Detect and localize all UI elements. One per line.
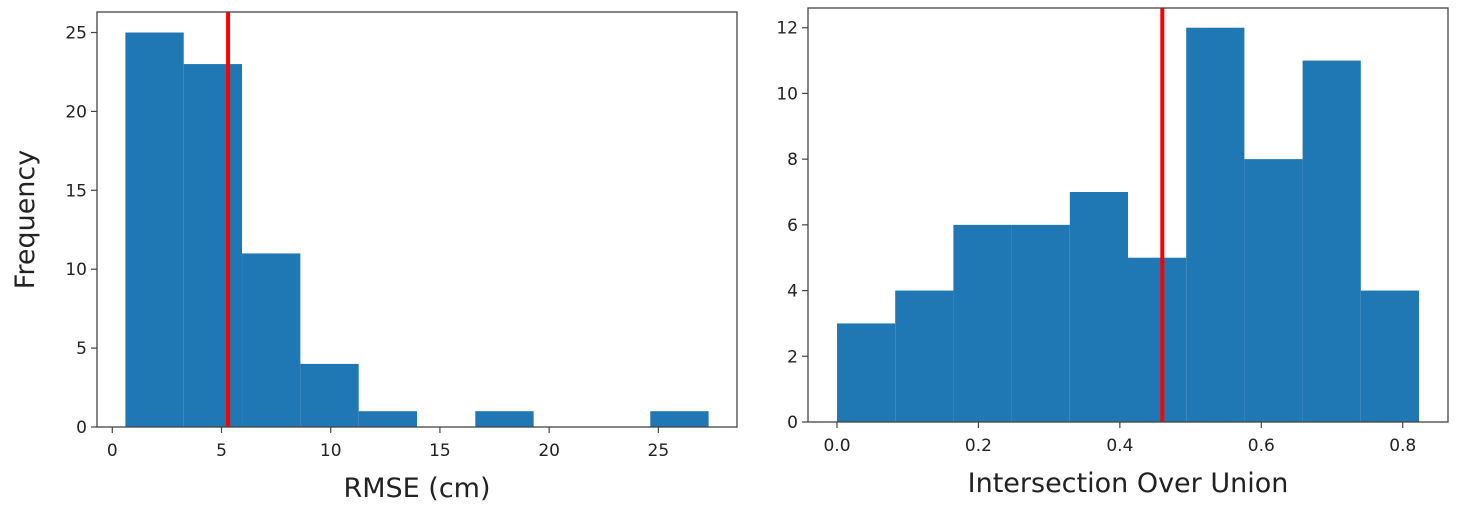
axes-frame xyxy=(96,11,738,428)
y-tick-label: 15 xyxy=(65,181,87,201)
y-tick-label: 20 xyxy=(65,102,87,122)
histogram-bar xyxy=(836,323,896,422)
x-tick-label: 25 xyxy=(648,441,670,461)
histogram-bar xyxy=(1186,27,1245,422)
x-tick-label: 20 xyxy=(538,441,560,461)
histogram-bar xyxy=(1244,159,1303,422)
x-tick-label: 5 xyxy=(216,441,227,461)
y-tick-label: 4 xyxy=(787,282,798,302)
x-tick-label: 0.4 xyxy=(1106,436,1133,456)
histogram-bar xyxy=(475,411,534,427)
y-axis-label: Frequency xyxy=(10,150,41,290)
y-tick-label: 12 xyxy=(776,19,798,39)
x-tick-label: 0.0 xyxy=(823,436,850,456)
histogram-bar xyxy=(358,411,417,427)
x-tick-label: 0.8 xyxy=(1389,436,1416,456)
histogram-bar xyxy=(895,290,954,422)
x-tick-label: 10 xyxy=(320,441,342,461)
histogram-bar xyxy=(1011,224,1070,422)
y-tick-label: 2 xyxy=(787,347,798,367)
axes-frame xyxy=(807,7,1449,423)
y-tick-label: 25 xyxy=(65,24,87,44)
x-axis-label: RMSE (cm) xyxy=(343,473,490,504)
x-axis-label: Intersection Over Union xyxy=(968,468,1289,499)
y-tick-label: 0 xyxy=(76,418,87,438)
y-tick-label: 5 xyxy=(76,339,87,359)
histogram-bar xyxy=(300,363,359,427)
y-tick-label: 8 xyxy=(787,150,798,170)
x-tick-label: 0.2 xyxy=(965,436,992,456)
histogram-bar xyxy=(125,32,184,428)
histogram-bar xyxy=(242,253,301,427)
y-tick-label: 0 xyxy=(787,413,798,433)
histogram-bar xyxy=(1360,290,1420,422)
histogram-bar xyxy=(953,224,1012,422)
iou-histogram: 0.0 0.2 0.4 0.6 0.8 0 2 4 6 8 10 12 Intersection Ove… xyxy=(776,7,1449,499)
histogram-bar xyxy=(1128,257,1187,422)
histogram-bar xyxy=(1302,60,1361,422)
histogram-bar xyxy=(650,411,709,427)
x-tick-label: 15 xyxy=(429,441,451,461)
y-tick-label: 6 xyxy=(787,216,798,236)
histogram-bar xyxy=(1069,192,1128,422)
y-tick-label: 10 xyxy=(65,260,87,280)
y-tick-label: 10 xyxy=(776,84,798,104)
rmse-histogram: 0 5 10 15 20 25 0 5 10 15 20 25 RMSE (cm) Frequency xyxy=(10,11,738,504)
histogram-bar xyxy=(183,64,243,428)
x-tick-label: 0 xyxy=(107,441,118,461)
x-tick-label: 0.6 xyxy=(1248,436,1275,456)
